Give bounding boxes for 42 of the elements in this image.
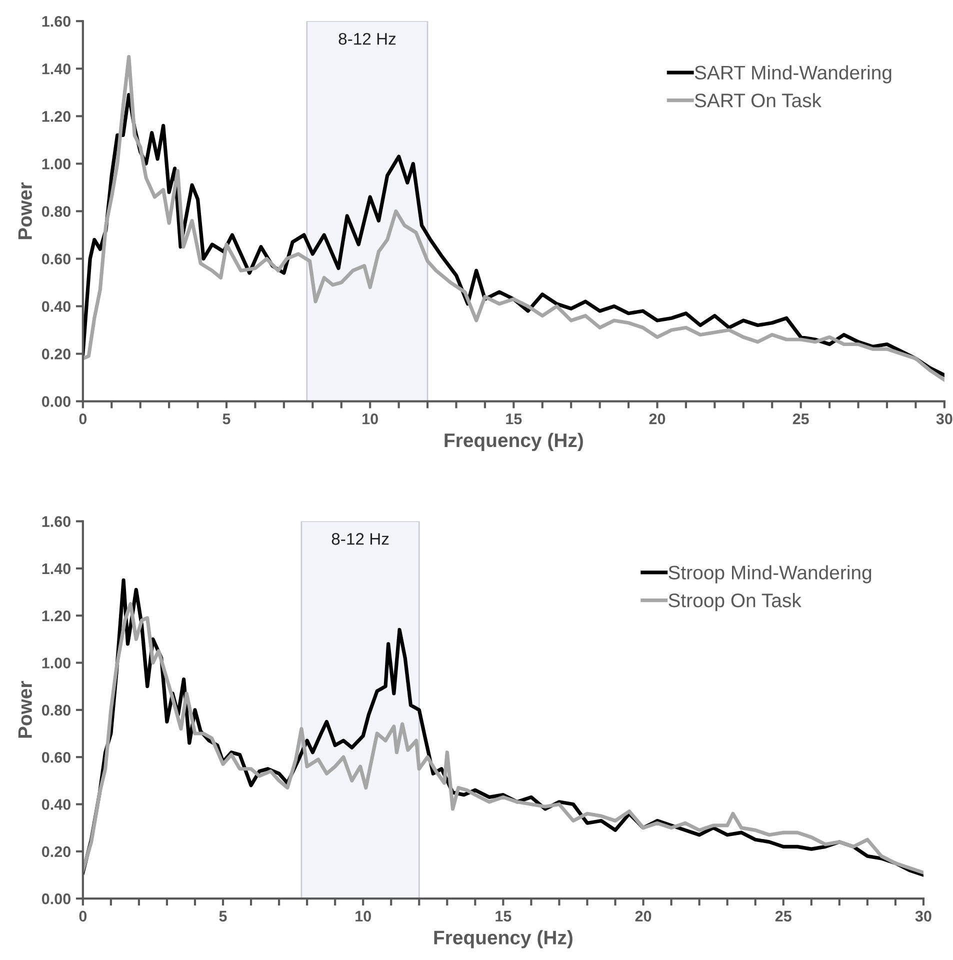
y-tick-label: 1.40 <box>42 64 70 74</box>
band-label: 8-12 Hz <box>338 32 396 45</box>
x-axis-title: Frequency (Hz) <box>434 930 572 948</box>
y-tick-label: 0.00 <box>42 396 70 407</box>
x-tick-label: 10 <box>356 910 371 922</box>
y-tick-label: 0.80 <box>42 206 70 217</box>
y-tick-label: 0.60 <box>42 752 70 763</box>
y-axis-title: Power <box>18 681 32 738</box>
x-tick-label: 0 <box>79 413 87 424</box>
x-tick-label: 0 <box>79 910 87 922</box>
x-tick-label: 15 <box>496 910 512 922</box>
x-tick-label: 20 <box>649 413 666 424</box>
legend-label: SART Mind-Wandering <box>694 65 892 84</box>
y-tick-label: 1.60 <box>42 16 70 27</box>
y-tick-label: 0.00 <box>42 893 70 904</box>
y-tick-label: 1.00 <box>42 158 70 170</box>
legend-label: SART On Task <box>694 93 822 108</box>
x-tick-label: 5 <box>219 910 227 922</box>
y-tick-label: 0.20 <box>42 348 70 360</box>
y-tick-label: 1.40 <box>42 563 70 574</box>
y-tick-label: 1.20 <box>42 111 70 122</box>
y-tick-label: 1.00 <box>42 658 70 668</box>
y-tick-label: 0.40 <box>42 799 70 810</box>
x-tick-label: 25 <box>775 910 792 922</box>
x-tick-label: 25 <box>792 413 809 424</box>
x-tick-label: 30 <box>915 910 932 922</box>
x-tick-label: 30 <box>936 413 952 424</box>
x-axis-title: Frequency (Hz) <box>444 432 583 452</box>
x-tick-label: 20 <box>635 910 652 922</box>
x-tick-label: 5 <box>222 414 230 424</box>
x-tick-label: 10 <box>362 413 378 424</box>
y-axis-title: Power <box>18 182 32 240</box>
y-tick-label: 0.80 <box>42 704 70 716</box>
x-tick-label: 15 <box>506 414 522 424</box>
band-label: 8-12 Hz <box>332 533 389 545</box>
y-tick-label: 0.20 <box>42 846 70 858</box>
y-tick-label: 1.20 <box>42 610 70 622</box>
legend-label: Stroop On Task <box>668 593 802 612</box>
y-tick-label: 0.40 <box>42 301 70 312</box>
y-tick-label: 1.60 <box>42 516 70 527</box>
y-tick-label: 0.60 <box>42 254 70 264</box>
legend-label: Stroop Mind-Wandering <box>668 565 872 584</box>
